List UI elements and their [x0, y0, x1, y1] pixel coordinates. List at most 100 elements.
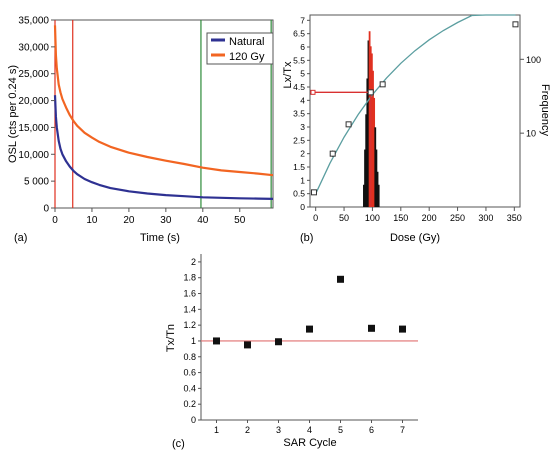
panel-b-xtick-label: 250 — [450, 213, 465, 223]
panel-b-xtick-label: 100 — [365, 213, 380, 223]
panel-b-growth-curve — [315, 14, 516, 194]
panel-b-histogram-bar — [367, 40, 370, 207]
panel-b-data-point — [310, 189, 317, 196]
panel-a-ytick-label: 15,000 — [18, 123, 49, 134]
panel-a-xlabel: Time (s) — [140, 232, 180, 244]
legend-120gy-label: 120 Gy — [229, 51, 265, 63]
panel-b-xtick-label: 0 — [313, 213, 318, 223]
panel-b-histogram-bar — [365, 114, 368, 207]
panel-c-xlabel: SAR Cycle — [283, 437, 336, 449]
panel-b-ytick-label: 4.5 — [293, 82, 305, 92]
panel-c-xtick-label: 3 — [276, 425, 281, 435]
panel-b-ytick-label: 6 — [300, 42, 305, 52]
panel-c-ytick-label: 1.8 — [183, 273, 196, 283]
panel-b-ytick-label: 2 — [300, 149, 305, 159]
panel-b-histogram-bar — [376, 171, 379, 207]
panel-b-histogram-bar — [370, 53, 373, 207]
panel-c-ytick-label: 2 — [191, 257, 196, 267]
panel-b-ytick-label: 5.5 — [293, 55, 305, 65]
panel-b-xtick-label: 50 — [339, 213, 349, 223]
panel-a-xtick-label: 0 — [52, 215, 58, 226]
panel-a-xtick-label: 30 — [160, 215, 172, 226]
panel-b-natural-point — [310, 89, 316, 95]
panel-a-xtick-label: 20 — [123, 215, 135, 226]
panel-b-ytick-label: 3.5 — [293, 109, 305, 119]
panel-b-xtick-label: 350 — [507, 213, 522, 223]
panel-b-histogram-bar — [372, 70, 374, 207]
panel-c-ylabel: Tx/Tn — [165, 324, 177, 352]
panel-b-y2tick-label: 10 — [526, 129, 536, 139]
panel-c-ytick-label: 1.6 — [183, 289, 196, 299]
panel-b-data-point — [367, 89, 374, 96]
panel-c-xtick-label: 7 — [400, 425, 405, 435]
panel-c-sensitivity: 1 2 3 4 5 6 7 0 0.2 0.4 0.6 0.8 1 1.2 1.4 1.6 1.8 2 SAR … — [165, 254, 418, 450]
panel-b-dose-response: 0 50 100 150 200 250 300 350 0 0.5 1 1.5 2 2.5 3 3.5 4 4… — [282, 14, 550, 244]
panel-c-data-point — [244, 341, 251, 349]
panel-c-ytick-label: 1 — [191, 336, 196, 346]
panel-b-ytick-label: 6.5 — [293, 29, 305, 39]
panel-b-histogram-bar — [363, 184, 365, 207]
panel-c-label: (c) — [172, 438, 185, 450]
panel-b-data-point — [512, 21, 519, 28]
panel-c-xtick-label: 5 — [338, 425, 343, 435]
panel-b-ytick-label: 4 — [300, 95, 305, 105]
panel-b-data-point — [379, 81, 386, 88]
panel-c-data-point — [213, 337, 220, 345]
panel-b-histogram-bar — [375, 149, 378, 207]
panel-c-ytick-label: 0.2 — [183, 399, 196, 409]
panel-b-ylabel: Lx/Tx — [282, 61, 294, 88]
panel-a-series-line-120-gy — [53, 25, 274, 177]
panel-b-data-point — [329, 150, 336, 157]
panel-b-plot-frame — [309, 14, 521, 208]
panel-a-ytick-label: 5 000 — [24, 177, 49, 188]
panel-a-legend: Natural 120 Gy — [206, 32, 274, 65]
panel-a-ytick-label: 0 — [43, 204, 49, 215]
panel-a-ytick-label: 30,000 — [18, 42, 49, 53]
panel-a-ytick-label: 10,000 — [18, 150, 49, 161]
panel-b-xlabel: Dose (Gy) — [390, 232, 440, 244]
panel-b-ytick-label: 0.5 — [293, 189, 305, 199]
panel-a-label: (a) — [14, 232, 27, 244]
panel-b-data-point — [345, 121, 352, 128]
panel-c-ytick-label: 0.4 — [183, 383, 196, 393]
panel-b-xtick-label: 300 — [478, 213, 493, 223]
panel-b-histogram-bar — [366, 78, 369, 207]
panel-c-data-point — [275, 338, 282, 346]
panel-b-ytick-label: 2.5 — [293, 135, 305, 145]
panel-b-ytick-label: 1.5 — [293, 162, 305, 172]
panel-b-histogram-bar — [368, 31, 371, 207]
panel-b-ytick-label: 0 — [300, 202, 305, 212]
panel-a-ytick-label: 20,000 — [18, 96, 49, 107]
panel-b-xtick-label: 150 — [393, 213, 408, 223]
panel-c-ytick-label: 0 — [191, 415, 196, 425]
panel-c-data-point — [306, 325, 313, 333]
panel-a-xtick-label: 50 — [234, 215, 246, 226]
panel-a-ytick-label: 35,000 — [18, 16, 49, 27]
panel-b-ytick-label: 1 — [300, 175, 305, 185]
panel-a-ylabel: OSL (cts per 0.24 s) — [7, 65, 19, 163]
panel-c-xtick-label: 4 — [307, 425, 312, 435]
panel-b-y2label: Frequency — [539, 84, 550, 136]
panel-a-ytick-label: 25,000 — [18, 69, 49, 80]
panel-b-histogram-bar — [374, 127, 377, 207]
panel-c-ytick-label: 0.6 — [183, 368, 196, 378]
panel-c-ytick-label: 0.8 — [183, 352, 196, 362]
panel-c-ytick-label: 1.4 — [183, 304, 196, 314]
panel-c-xtick-label: 1 — [214, 425, 219, 435]
panel-c-data-point — [337, 275, 344, 283]
panel-c-xtick-label: 2 — [245, 425, 250, 435]
panel-c-data-point — [399, 325, 406, 333]
panel-b-histogram-bar — [364, 149, 366, 207]
panel-a-xtick-label: 40 — [197, 215, 209, 226]
panel-b-histogram-bar — [377, 184, 380, 207]
panel-b-ytick-label: 5 — [300, 69, 305, 79]
panel-c-ytick-label: 1.2 — [183, 320, 196, 330]
panel-b-xtick-label: 200 — [422, 213, 437, 223]
panel-a-xtick-label: 10 — [86, 215, 98, 226]
panel-a-osl-decay: 0 10 20 30 40 50 0 5 000 10,000 15,000 20,000 25,0… — [7, 16, 274, 244]
panel-b-y2tick-label: 100 — [526, 55, 541, 65]
panel-c-data-point — [368, 324, 375, 332]
panel-b-label: (b) — [300, 232, 313, 244]
panel-b-ytick-label: 7 — [300, 15, 305, 25]
